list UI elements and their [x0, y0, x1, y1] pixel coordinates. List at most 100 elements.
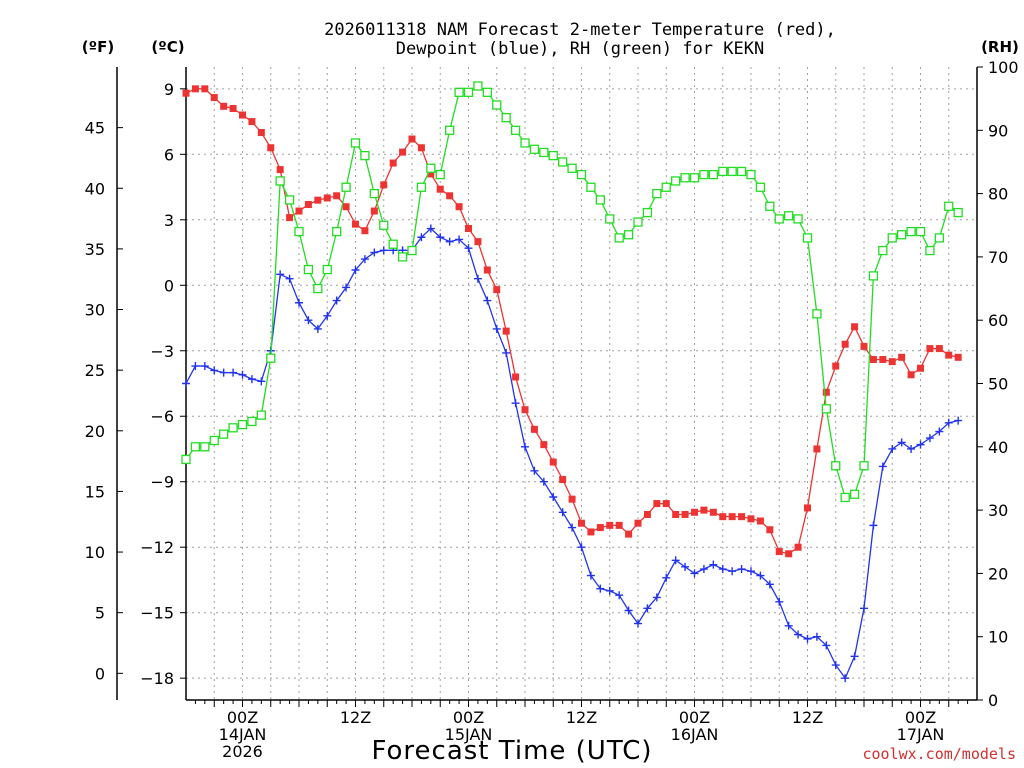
2-meter-temperature-point — [879, 355, 887, 363]
celsius-unit-label: (ºC) — [151, 38, 184, 56]
dewpoint-point — [577, 543, 586, 552]
2-meter-temperature-point — [625, 530, 633, 538]
2-meter-temperature-point — [841, 340, 849, 348]
2-meter-temperature-point — [417, 144, 425, 152]
time-tick-label: 17JAN — [897, 725, 945, 744]
2-meter-temperature-point — [643, 510, 651, 518]
relative-humidity-point — [558, 157, 568, 167]
dewpoint-point — [445, 237, 454, 246]
dewpoint-point — [841, 674, 850, 683]
relative-humidity-point — [849, 489, 860, 499]
2-meter-temperature-point — [775, 548, 783, 556]
dewpoint-point — [191, 362, 200, 371]
relative-humidity-point — [689, 173, 700, 183]
relative-humidity-point — [680, 173, 690, 183]
relative-humidity-point — [454, 87, 464, 97]
relative-humidity-point — [379, 220, 389, 230]
dewpoint-point — [737, 565, 746, 574]
relative-humidity-point — [567, 163, 577, 173]
dewpoint-point — [304, 316, 313, 325]
dewpoint-point — [417, 233, 426, 242]
dewpoint-point — [803, 634, 812, 643]
time-tick-label: 16JAN — [671, 725, 719, 744]
2-meter-temperature-point — [662, 500, 670, 508]
2-meter-temperature-point — [672, 510, 680, 518]
dewpoint-point — [888, 444, 897, 453]
dewpoint-point — [219, 368, 228, 377]
2-meter-temperature-point — [804, 504, 811, 512]
dewpoint-point — [596, 584, 605, 593]
dewpoint-point — [200, 362, 209, 371]
dewpoint-point — [690, 569, 699, 578]
dewpoint-point — [812, 632, 821, 641]
rh-tick-label: 100 — [988, 58, 1019, 77]
dewpoint-point — [182, 379, 190, 388]
chart-title-line-2: Dewpoint (blue), RH (green) for KEKN — [396, 39, 764, 59]
relative-humidity-point — [746, 169, 756, 180]
fahrenheit-tick-label: 25 — [85, 361, 105, 380]
2-meter-temperature-point — [182, 89, 190, 97]
axes: 9630−3−6−9−12−15−18454035302520151050100… — [85, 58, 1019, 761]
relative-humidity-point — [915, 226, 926, 237]
relative-humidity-point — [642, 207, 653, 218]
chart-title-line-1: 2026011318 NAM Forecast 2-meter Temperat… — [324, 20, 836, 40]
dewpoint-point — [332, 296, 341, 305]
2-meter-temperature-point — [559, 476, 567, 484]
dewpoint-point — [944, 418, 953, 427]
dewpoint-point — [229, 368, 238, 377]
relative-humidity-point — [887, 233, 897, 243]
rh-tick-label: 50 — [988, 375, 1008, 394]
dewpoint-point — [634, 619, 642, 628]
relative-humidity-point — [190, 442, 201, 452]
2-meter-temperature-point — [691, 508, 698, 516]
fahrenheit-unit-label: (ºF) — [82, 38, 114, 56]
dewpoint-point — [521, 442, 529, 451]
dewpoint-point — [530, 466, 539, 475]
2-meter-temperature-point — [907, 371, 915, 379]
2-meter-temperature-point — [530, 425, 538, 433]
dewpoint-point — [492, 324, 501, 333]
relative-humidity-point — [473, 81, 483, 91]
dewpoint-point — [295, 298, 303, 307]
relative-humidity-point — [445, 125, 455, 135]
relative-humidity-point — [793, 214, 803, 224]
2-meter-temperature-point — [813, 445, 821, 453]
relative-humidity-point — [878, 245, 888, 256]
2-meter-temperature-line — [185, 88, 959, 555]
relative-humidity-point — [407, 245, 417, 256]
relative-humidity-point — [482, 87, 492, 97]
2-meter-temperature-point — [540, 441, 548, 449]
relative-humidity-point — [501, 112, 511, 123]
dewpoint-point — [775, 597, 784, 606]
dewpoint-point — [822, 641, 831, 650]
relative-humidity-point — [416, 182, 427, 192]
dewpoint-point — [681, 562, 690, 571]
dewpoint-point — [878, 462, 887, 471]
dewpoint-point — [709, 560, 718, 569]
dewpoint-point — [313, 324, 322, 333]
2-meter-temperature-point — [888, 358, 896, 366]
relative-humidity-point — [925, 245, 935, 256]
relative-humidity-point — [633, 217, 643, 227]
relative-humidity-point — [708, 169, 718, 180]
2-meter-temperature-point — [295, 207, 303, 215]
relative-humidity-point — [181, 454, 191, 465]
dewpoint-point — [869, 521, 878, 530]
dewpoint-point — [718, 565, 727, 574]
2-meter-temperature-point — [822, 388, 830, 396]
2-meter-temperature-point — [201, 85, 209, 93]
dewpoint-point — [238, 370, 247, 379]
dewpoint-point — [652, 593, 661, 602]
dewpoint-point — [549, 493, 558, 502]
relative-humidity-point — [294, 226, 304, 237]
dewpoint-point — [850, 652, 859, 661]
dewpoint-point — [728, 567, 737, 576]
2-meter-temperature-point — [785, 550, 793, 558]
dewpoint-point — [483, 296, 492, 305]
2-meter-temperature-point — [521, 406, 529, 414]
2-meter-temperature-point — [380, 181, 388, 189]
relative-humidity-point — [360, 150, 370, 161]
relative-humidity-point — [350, 138, 361, 148]
celsius-tick-label: −9 — [150, 473, 174, 492]
dewpoint-point — [916, 440, 925, 449]
